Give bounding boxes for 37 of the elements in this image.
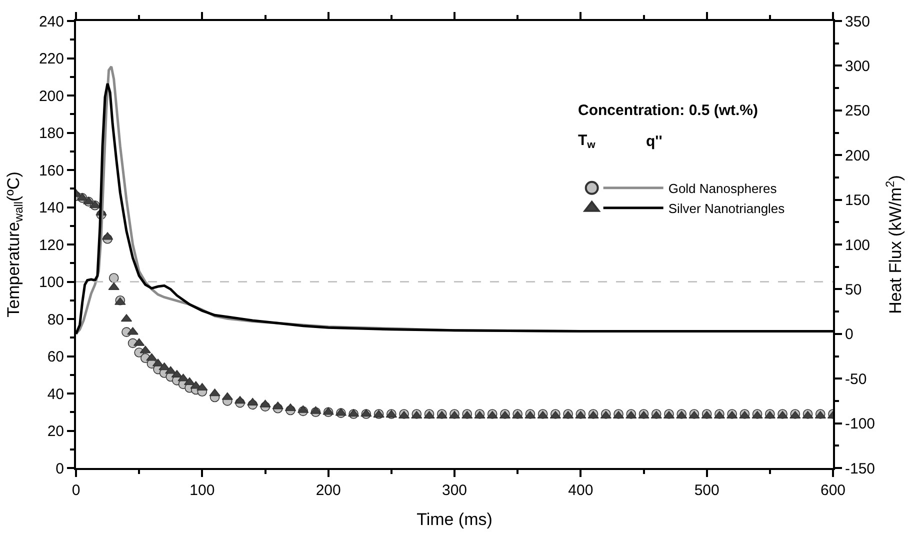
- y2-tick-label: 200: [845, 147, 870, 164]
- x-tick-label: 200: [316, 482, 341, 499]
- legend-label: Gold Nanospheres: [668, 181, 778, 196]
- y-tick-label: 80: [47, 311, 64, 328]
- y2-tick-label: -150: [845, 460, 876, 478]
- y2-tick-label: 150: [845, 192, 870, 210]
- y-tick-label: 100: [38, 274, 64, 291]
- y2-tick-label: 350: [845, 13, 870, 30]
- y-tick-label: 140: [38, 200, 64, 216]
- y2-tick-label: 250: [845, 102, 870, 120]
- y2-tick-label: 50: [845, 281, 862, 298]
- y-tick-label: 20: [47, 423, 64, 440]
- x-tick-label: 500: [694, 482, 720, 499]
- annotation: T$_{w}$: [578, 132, 596, 152]
- legend-title: Concentration: 0.5 (wt.%): [578, 102, 758, 119]
- y-tick-label: 120: [38, 236, 64, 254]
- y2-tick-label: 0: [845, 326, 854, 344]
- y2-tick-label: 300: [845, 58, 870, 75]
- x-tick-label: 300: [442, 482, 468, 499]
- y-tick-label: 220: [38, 50, 64, 68]
- y-tick-label: 180: [38, 125, 64, 142]
- y-tick-label: 160: [38, 162, 64, 180]
- annotation: q'': [646, 133, 662, 150]
- y-tick-label: 0: [56, 460, 64, 478]
- y2-tick-label: -100: [845, 416, 876, 433]
- y2-tick-label: -50: [845, 370, 867, 388]
- y-tick-label: 40: [47, 386, 64, 403]
- y2-tick-label: 100: [845, 236, 870, 254]
- legend-label: Silver Nanotriangles: [668, 200, 786, 216]
- x-tick-label: 100: [190, 482, 215, 499]
- y-tick-label: 200: [38, 88, 64, 105]
- y-tick-label: 60: [47, 348, 64, 366]
- x-tick-label: 400: [568, 482, 594, 499]
- y-tick-label: 240: [38, 13, 64, 30]
- x-axis-title: Time (ms): [416, 510, 492, 529]
- x-tick-label: 600: [820, 482, 846, 499]
- x-tick-label: 0: [72, 482, 80, 499]
